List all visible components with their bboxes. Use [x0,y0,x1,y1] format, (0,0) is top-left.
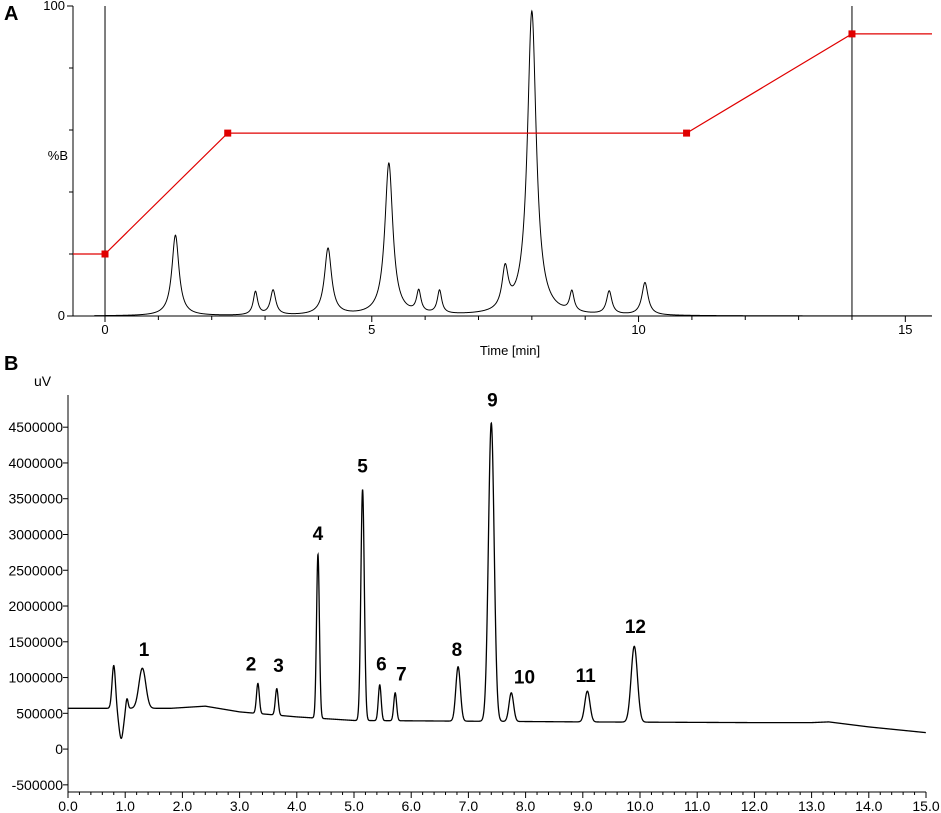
chart-b-x-tick-label: 13.0 [798,798,825,813]
panel-a-letter: A [4,3,18,25]
chart-a-chromatogram-line [94,9,932,317]
chart-b-peak-label: 2 [246,654,257,675]
chart-b-x-tick-label: 2.0 [173,798,193,813]
chart-b-x-tick-label: 15.0 [912,798,939,813]
chart-a-gradient-marker [848,30,856,38]
chart-b-x-tick-label: 6.0 [401,798,421,813]
chart-a-y-tick-label: 0 [58,308,65,323]
chart-b-x-tick-label: 9.0 [573,798,593,813]
chart-b-x-tick-label: 14.0 [855,798,882,813]
chart-b-y-tick-label: 3000000 [8,526,63,542]
chart-a-gradient-marker [224,129,232,137]
chart-b-peak-label: 3 [273,656,284,677]
chart-b-y-tick-label: 2500000 [8,562,63,578]
chart-b-y-tick-label: -500000 [12,777,64,793]
chart-b-peak-label: 5 [357,456,368,477]
chart-a-x-tick-label: 5 [368,322,375,337]
chart-b-peak-label: 4 [313,524,324,545]
chart-b-x-tick-label: 8.0 [516,798,536,813]
chart-b-y-tick-label: 4500000 [8,419,63,435]
chart-b-peak-label: 10 [514,667,535,688]
chart-a-x-tick-label: 15 [898,322,912,337]
chart-a-ylabel: %B [48,148,68,163]
chart-b-x-tick-label: 1.0 [115,798,135,813]
chart-b-peak-label: 6 [376,654,387,675]
chart-b-x-tick-label: 3.0 [230,798,250,813]
chart-a-y-tick-label: 100 [43,0,65,13]
chart-a-x-tick-label: 0 [101,322,108,337]
chart-b-peak-label: 1 [139,640,150,661]
chart-b-y-tick-label: 1000000 [8,670,63,686]
panel-b-letter: B [4,353,18,375]
chart-a-gradient-line [73,33,932,255]
chart-b-chromatogram-line [68,421,926,740]
chart-b-peak-label: 12 [625,617,646,638]
chart-a-gradient-marker [101,250,109,258]
chart-b-ylabel: uV [34,373,52,389]
chart-b-y-tick-label: 4000000 [8,455,63,471]
chart-b-peak-label: 9 [487,390,498,411]
chart-a-xlabel: Time [min] [480,343,540,358]
chart-b-peak-label: 11 [576,666,597,687]
chart-a-x-tick-label: 10 [631,322,645,337]
chart-b-x-tick-label: 7.0 [459,798,479,813]
chart-b-x-tick-label: 4.0 [287,798,307,813]
chart-b-y-tick-label: 0 [55,741,63,757]
chart-b-x-tick-label: 10.0 [626,798,653,813]
chart-b-y-tick-label: 1500000 [8,634,63,650]
chart-b-y-tick-label: 3500000 [8,491,63,507]
chart-b-y-tick-label: 500000 [16,705,63,721]
chart-b-peak-label: 8 [452,640,463,661]
chart-b: uV -500000050000010000001500000200000025… [8,373,939,813]
chart-a: %B Time [min] 0 100 0 5 10 15 [43,0,932,358]
chart-a-gradient-marker [683,129,691,137]
chart-b-x-tick-label: 12.0 [741,798,768,813]
chart-b-x-tick-label: 5.0 [344,798,364,813]
chart-b-y-tick-label: 2000000 [8,598,63,614]
chart-b-x-tick-label: 0.0 [58,798,78,813]
chart-b-x-tick-label: 11.0 [684,798,710,813]
chart-b-peak-label: 7 [396,664,407,685]
